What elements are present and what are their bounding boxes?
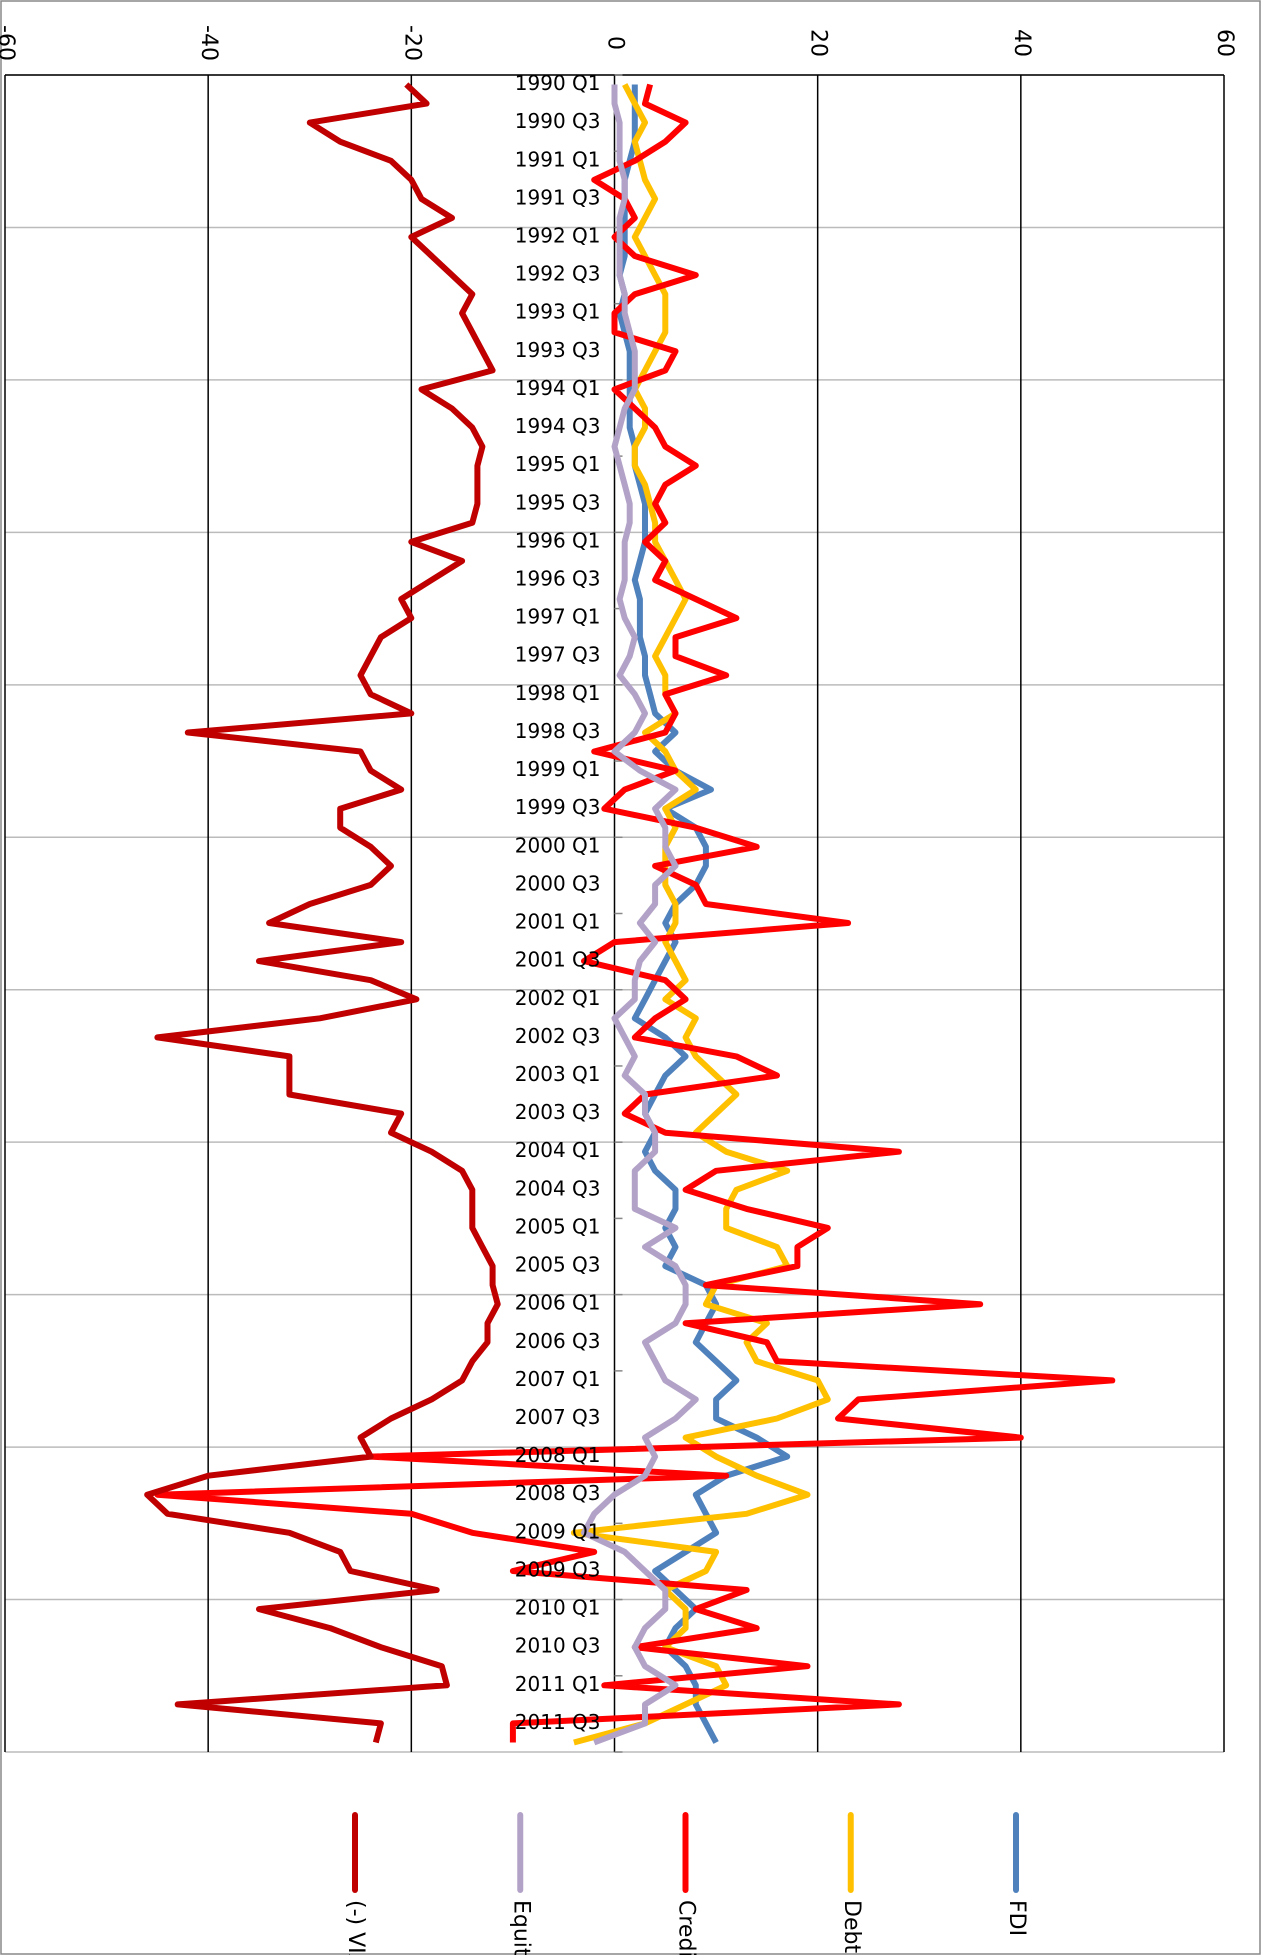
- x-tick-label: 2004 Q3: [515, 1176, 601, 1200]
- x-tick-label: 2011 Q1: [515, 1672, 601, 1696]
- y-tick-label: -60: [0, 25, 18, 61]
- x-tick-label: 2009 Q3: [515, 1557, 601, 1581]
- x-tick-label: 2003 Q1: [515, 1062, 601, 1086]
- x-tick-label: 2001 Q3: [515, 948, 601, 972]
- legend-label: Credit: [674, 1900, 699, 1955]
- x-tick-label: 1993 Q3: [515, 338, 601, 362]
- y-tick-label: -40: [196, 25, 221, 61]
- y-tick-label: 60: [1212, 29, 1237, 57]
- x-tick-label: 2011 Q3: [515, 1710, 601, 1734]
- x-tick-label: 2005 Q3: [515, 1253, 601, 1277]
- x-tick-label: 1991 Q3: [515, 185, 601, 209]
- series-line: [616, 84, 791, 1744]
- x-tick-label: 2002 Q1: [515, 986, 601, 1010]
- x-tick-label: 2008 Q3: [515, 1481, 601, 1505]
- x-tick-label: 2009 Q1: [515, 1519, 601, 1543]
- x-tick-label: 2005 Q1: [515, 1214, 601, 1238]
- legend-label: Equity: [508, 1900, 533, 1955]
- x-tick-label: 2002 Q3: [515, 1024, 601, 1048]
- x-tick-label: 2010 Q3: [515, 1634, 601, 1658]
- x-tick-label: 1995 Q1: [515, 452, 601, 476]
- x-tick-label: 1997 Q1: [515, 605, 601, 629]
- x-tick-label: 2006 Q1: [515, 1291, 601, 1315]
- y-tick-label: -20: [399, 25, 424, 61]
- series-line: [144, 82, 501, 1744]
- x-tick-label: 2001 Q1: [515, 910, 601, 934]
- x-tick-label: 2000 Q3: [515, 871, 601, 895]
- y-tick-label: 40: [1009, 29, 1034, 57]
- x-tick-label: 1998 Q1: [515, 681, 601, 705]
- x-tick-label: 1990 Q1: [515, 71, 601, 95]
- series-line: [154, 83, 1116, 1743]
- x-tick-label: 1992 Q1: [515, 223, 601, 247]
- series-line: [581, 84, 699, 1746]
- x-tick-label: 1991 Q1: [515, 147, 601, 171]
- series-line: [570, 83, 831, 1746]
- x-tick-label: 2003 Q3: [515, 1100, 601, 1124]
- x-tick-label: 1994 Q1: [515, 376, 601, 400]
- x-tick-label: 2007 Q1: [515, 1367, 601, 1391]
- x-tick-label: 2007 Q3: [515, 1405, 601, 1429]
- x-tick-label: 2008 Q1: [515, 1443, 601, 1467]
- x-tick-label: 1994 Q3: [515, 414, 601, 438]
- x-tick-label: 1998 Q3: [515, 719, 601, 743]
- x-tick-label: 1995 Q3: [515, 490, 601, 514]
- legend-label: Debt: [839, 1900, 864, 1953]
- x-tick-label: 1996 Q1: [515, 528, 601, 552]
- legend-label: (-) VIX: [343, 1900, 368, 1955]
- y-tick-label: 20: [806, 29, 831, 57]
- legend-label: FDI: [1004, 1900, 1029, 1936]
- x-tick-label: 2010 Q1: [515, 1596, 601, 1620]
- x-tick-label: 1996 Q3: [515, 567, 601, 591]
- y-tick-label: 0: [603, 36, 628, 50]
- x-tick-label: 2006 Q3: [515, 1329, 601, 1353]
- x-tick-label: 2000 Q1: [515, 833, 601, 857]
- x-tick-label: 1992 Q3: [515, 262, 601, 286]
- x-tick-label: 1997 Q3: [515, 643, 601, 667]
- x-tick-label: 1999 Q3: [515, 795, 601, 819]
- x-tick-label: 1999 Q1: [515, 757, 601, 781]
- x-tick-label: 1990 Q3: [515, 109, 601, 133]
- x-tick-label: 2004 Q1: [515, 1138, 601, 1162]
- x-tick-label: 1993 Q1: [515, 300, 601, 324]
